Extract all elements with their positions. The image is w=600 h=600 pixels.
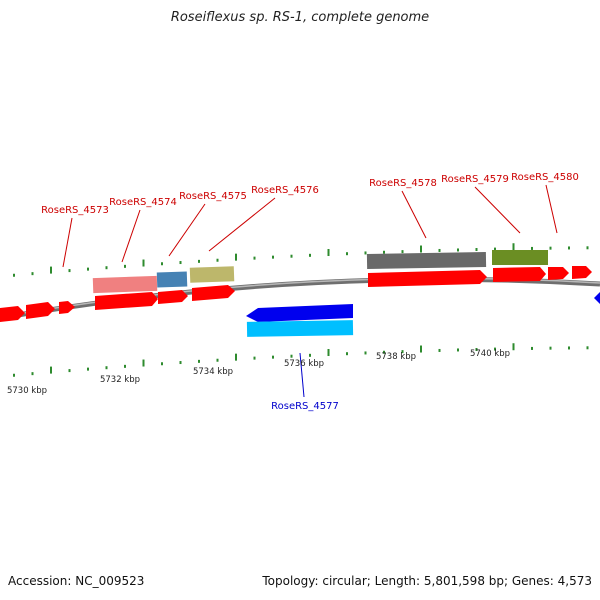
cds-arrow	[368, 270, 487, 287]
map-title: Roseiflexus sp. RS-1, complete genome	[170, 10, 430, 25]
gene-label: RoseRS_4574	[109, 197, 177, 208]
gene-label: RoseRS_4578	[369, 178, 437, 189]
cds-arrow	[493, 267, 546, 282]
feature-bar-4577	[246, 320, 354, 337]
leader-line	[62, 217, 73, 268]
gene-label: RoseRS_4579	[441, 174, 509, 185]
feature-bar-4576	[189, 266, 235, 283]
feature-bar-4574	[92, 275, 158, 294]
leader-line	[474, 186, 521, 234]
feature-bar-4579	[492, 250, 548, 265]
scale-label: 5740 kbp	[470, 349, 510, 359]
scale-label: 5738 kbp	[376, 352, 416, 362]
gene-label: RoseRS_4573	[41, 205, 109, 216]
genome-summary-text: Topology: circular; Length: 5,801,598 bp…	[262, 574, 592, 588]
gene-label: RoseRS_4577	[271, 401, 339, 412]
scale-label: 5730 kbp	[7, 386, 47, 396]
cds-arrow	[59, 301, 75, 314]
cds-arrow	[0, 306, 25, 322]
leader-line	[401, 190, 427, 239]
leader-line	[208, 197, 276, 252]
cds-arrow-reverse	[594, 292, 600, 304]
scale-label: 5736 kbp	[284, 359, 324, 369]
tick-marks-reverse	[13, 343, 589, 377]
cds-arrow	[548, 267, 569, 280]
scale-labels: 5730 kbp 5732 kbp 5734 kbp 5736 kbp 5738 kbp…	[7, 349, 510, 396]
leader-line	[121, 209, 141, 263]
gene-label: RoseRS_4576	[251, 185, 319, 196]
leader-line	[168, 203, 206, 257]
tick-marks-forward	[13, 243, 589, 277]
gene-leader-lines	[62, 184, 558, 398]
cds-arrow	[192, 285, 235, 301]
scale-label: 5734 kbp	[193, 367, 233, 377]
gene-label: RoseRS_4580	[511, 172, 579, 183]
leader-line	[299, 352, 305, 398]
scale-label: 5732 kbp	[100, 375, 140, 385]
leader-line	[545, 184, 558, 234]
cds-arrow	[572, 266, 592, 279]
cds-arrow	[95, 292, 158, 310]
feature-bar-4578	[366, 251, 487, 270]
cds-arrow	[26, 302, 55, 319]
cds-arrow-reverse	[246, 304, 353, 322]
accession-text: Accession: NC_009523	[8, 574, 145, 588]
cds-arrow	[158, 290, 188, 304]
feature-bar-4575	[156, 271, 188, 288]
gene-label: RoseRS_4575	[179, 191, 247, 202]
